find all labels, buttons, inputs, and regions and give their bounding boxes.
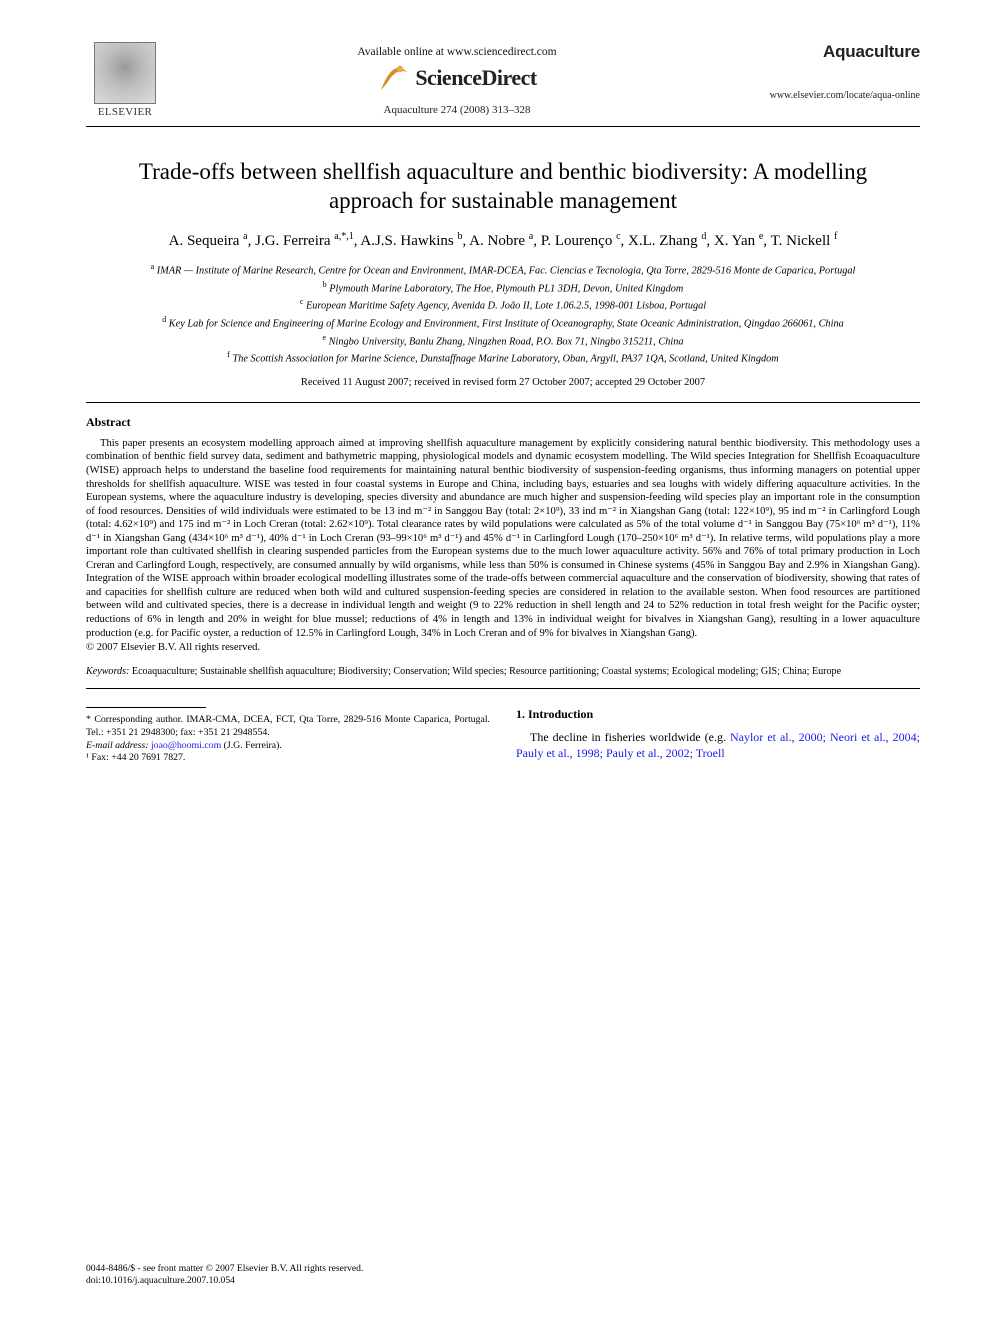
header-right: Aquaculture www.elsevier.com/locate/aqua… — [750, 42, 920, 101]
article-dates: Received 11 August 2007; received in rev… — [86, 377, 920, 388]
sciencedirect-swoosh-icon — [377, 62, 409, 94]
footnote-column: * Corresponding author. IMAR-CMA, DCEA, … — [86, 707, 490, 765]
elsevier-label: ELSEVIER — [86, 106, 164, 118]
page-footer: 0044-8486/$ - see front matter © 2007 El… — [86, 1263, 920, 1287]
doi-line: doi:10.1016/j.aquaculture.2007.10.054 — [86, 1275, 920, 1287]
footnote-rule — [86, 707, 206, 708]
section-title: Introduction — [528, 707, 593, 721]
corresponding-author-note: * Corresponding author. IMAR-CMA, DCEA, … — [86, 714, 490, 739]
sciencedirect-logo-row: ScienceDirect — [164, 62, 750, 94]
affiliations-block: a IMAR — Institute of Marine Research, C… — [108, 261, 898, 367]
journal-name: Aquaculture — [750, 42, 920, 62]
header-rule — [86, 126, 920, 127]
email-line: E-mail address: joao@hoomi.com (J.G. Fer… — [86, 740, 490, 753]
keywords-text: Ecoaquaculture; Sustainable shellfish aq… — [129, 666, 841, 677]
article-authors: A. Sequeira a, J.G. Ferreira a,*,1, A.J.… — [146, 230, 860, 251]
abstract-body: This paper presents an ecosystem modelli… — [86, 437, 920, 640]
section-1-heading: 1. Introduction — [516, 707, 920, 722]
email-label: E-mail address: — [86, 740, 149, 751]
abstract-heading: Abstract — [86, 415, 920, 430]
bottom-columns: * Corresponding author. IMAR-CMA, DCEA, … — [86, 707, 920, 765]
post-keywords-rule — [86, 688, 920, 689]
email-paren: (J.G. Ferreira). — [224, 740, 282, 751]
email-link[interactable]: joao@hoomi.com — [151, 740, 221, 751]
sciencedirect-wordmark: ScienceDirect — [415, 65, 536, 91]
intro-paragraph: The decline in fisheries worldwide (e.g.… — [516, 730, 920, 762]
elsevier-tree-icon — [94, 42, 156, 104]
fax-footnote: ¹ Fax: +44 20 7691 7827. — [86, 752, 490, 765]
issn-copyright-line: 0044-8486/$ - see front matter © 2007 El… — [86, 1263, 920, 1275]
intro-column: 1. Introduction The decline in fisheries… — [516, 707, 920, 765]
keywords-label: Keywords: — [86, 666, 129, 677]
header-center: Available online at www.sciencedirect.co… — [164, 42, 750, 116]
abstract-copyright: © 2007 Elsevier B.V. All rights reserved… — [86, 642, 920, 653]
elsevier-logo-block: ELSEVIER — [86, 42, 164, 118]
keywords-block: Keywords: Ecoaquaculture; Sustainable sh… — [86, 665, 920, 678]
pre-abstract-rule — [86, 402, 920, 403]
journal-url[interactable]: www.elsevier.com/locate/aqua-online — [750, 90, 920, 101]
article-title: Trade-offs between shellfish aquaculture… — [126, 157, 880, 216]
journal-volume-line: Aquaculture 274 (2008) 313–328 — [164, 104, 750, 116]
footnotes-block: * Corresponding author. IMAR-CMA, DCEA, … — [86, 714, 490, 765]
header-row: ELSEVIER Available online at www.science… — [86, 42, 920, 118]
available-online-text: Available online at www.sciencedirect.co… — [164, 46, 750, 58]
section-number: 1. — [516, 707, 525, 721]
intro-text-pre: The decline in fisheries worldwide (e.g. — [530, 730, 730, 744]
